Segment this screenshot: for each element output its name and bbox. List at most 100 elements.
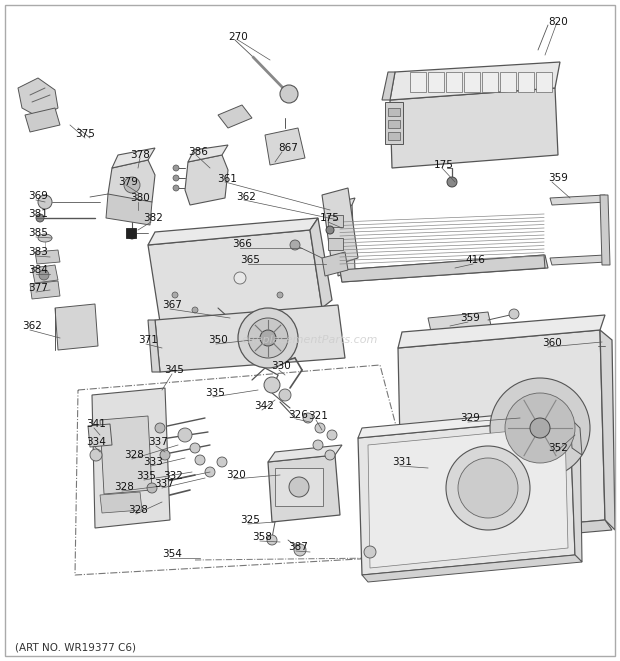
Text: 342: 342 [254, 401, 274, 411]
Text: 379: 379 [118, 177, 138, 187]
Text: 328: 328 [114, 482, 134, 492]
Polygon shape [155, 305, 345, 372]
Polygon shape [32, 265, 58, 283]
Circle shape [280, 85, 298, 103]
Circle shape [490, 378, 590, 478]
Bar [126, 228, 136, 238]
Polygon shape [482, 72, 498, 92]
Polygon shape [100, 416, 152, 494]
Polygon shape [570, 418, 582, 455]
Polygon shape [322, 252, 348, 276]
Text: 385: 385 [28, 228, 48, 238]
Circle shape [173, 165, 179, 171]
Circle shape [277, 292, 283, 298]
Text: 362: 362 [22, 321, 42, 331]
Ellipse shape [38, 234, 52, 242]
Polygon shape [188, 145, 228, 162]
Circle shape [173, 175, 179, 181]
Circle shape [303, 413, 313, 423]
Circle shape [192, 307, 198, 313]
Circle shape [364, 546, 376, 558]
Circle shape [294, 544, 306, 556]
Text: 360: 360 [542, 338, 562, 348]
Text: 381: 381 [28, 209, 48, 219]
Circle shape [327, 430, 337, 440]
Text: 325: 325 [240, 515, 260, 525]
Text: 387: 387 [288, 542, 308, 552]
Bar [275, 468, 323, 506]
Polygon shape [600, 330, 615, 530]
Text: eReplacementParts.com: eReplacementParts.com [242, 335, 378, 345]
Text: 375: 375 [75, 129, 95, 139]
Circle shape [155, 423, 165, 433]
Polygon shape [410, 72, 426, 92]
Polygon shape [108, 160, 155, 210]
Circle shape [238, 308, 298, 368]
Text: 175: 175 [320, 213, 340, 223]
Circle shape [260, 330, 276, 346]
Circle shape [446, 446, 530, 530]
Circle shape [234, 272, 246, 284]
Text: 365: 365 [240, 255, 260, 265]
Bar [388, 120, 400, 128]
Polygon shape [218, 105, 252, 128]
Circle shape [173, 185, 179, 191]
Polygon shape [106, 194, 152, 225]
Text: 377: 377 [28, 283, 48, 293]
Polygon shape [390, 62, 560, 100]
Circle shape [128, 231, 136, 239]
Circle shape [315, 423, 325, 433]
Text: 335: 335 [136, 471, 156, 481]
Polygon shape [464, 72, 480, 92]
Text: 416: 416 [465, 255, 485, 265]
Polygon shape [35, 250, 60, 264]
Polygon shape [362, 555, 582, 582]
Text: 380: 380 [130, 193, 150, 203]
Circle shape [178, 428, 192, 442]
Polygon shape [398, 315, 605, 348]
Text: 358: 358 [252, 532, 272, 542]
Text: 369: 369 [28, 191, 48, 201]
Text: 386: 386 [188, 147, 208, 157]
Circle shape [147, 483, 157, 493]
Text: 328: 328 [128, 505, 148, 515]
Text: 321: 321 [308, 411, 328, 421]
Text: 362: 362 [236, 192, 256, 202]
Polygon shape [390, 88, 558, 168]
Polygon shape [358, 408, 575, 438]
Circle shape [505, 393, 575, 463]
Polygon shape [428, 312, 492, 336]
Polygon shape [265, 128, 305, 165]
Polygon shape [358, 418, 575, 575]
Polygon shape [322, 188, 358, 266]
Polygon shape [340, 255, 548, 282]
Text: 337: 337 [148, 437, 168, 447]
Polygon shape [570, 418, 582, 562]
Polygon shape [25, 108, 60, 132]
Text: 354: 354 [162, 549, 182, 559]
Polygon shape [335, 198, 355, 210]
Polygon shape [55, 304, 98, 350]
Circle shape [264, 377, 280, 393]
Circle shape [190, 443, 200, 453]
Circle shape [447, 177, 457, 187]
Polygon shape [500, 72, 516, 92]
Text: 378: 378 [130, 150, 150, 160]
Polygon shape [310, 218, 332, 308]
Circle shape [217, 457, 227, 467]
Circle shape [172, 292, 178, 298]
Text: 359: 359 [548, 173, 568, 183]
Text: 331: 331 [392, 457, 412, 467]
Text: 361: 361 [217, 174, 237, 184]
Bar [328, 215, 343, 227]
Polygon shape [268, 455, 340, 522]
Text: 270: 270 [228, 32, 248, 42]
Polygon shape [18, 78, 58, 118]
Circle shape [458, 458, 518, 518]
Polygon shape [368, 426, 568, 568]
Text: (ART NO. WR19377 C6): (ART NO. WR19377 C6) [15, 643, 136, 653]
Circle shape [530, 418, 550, 438]
Polygon shape [335, 205, 355, 276]
Polygon shape [402, 520, 612, 548]
Polygon shape [550, 195, 607, 205]
